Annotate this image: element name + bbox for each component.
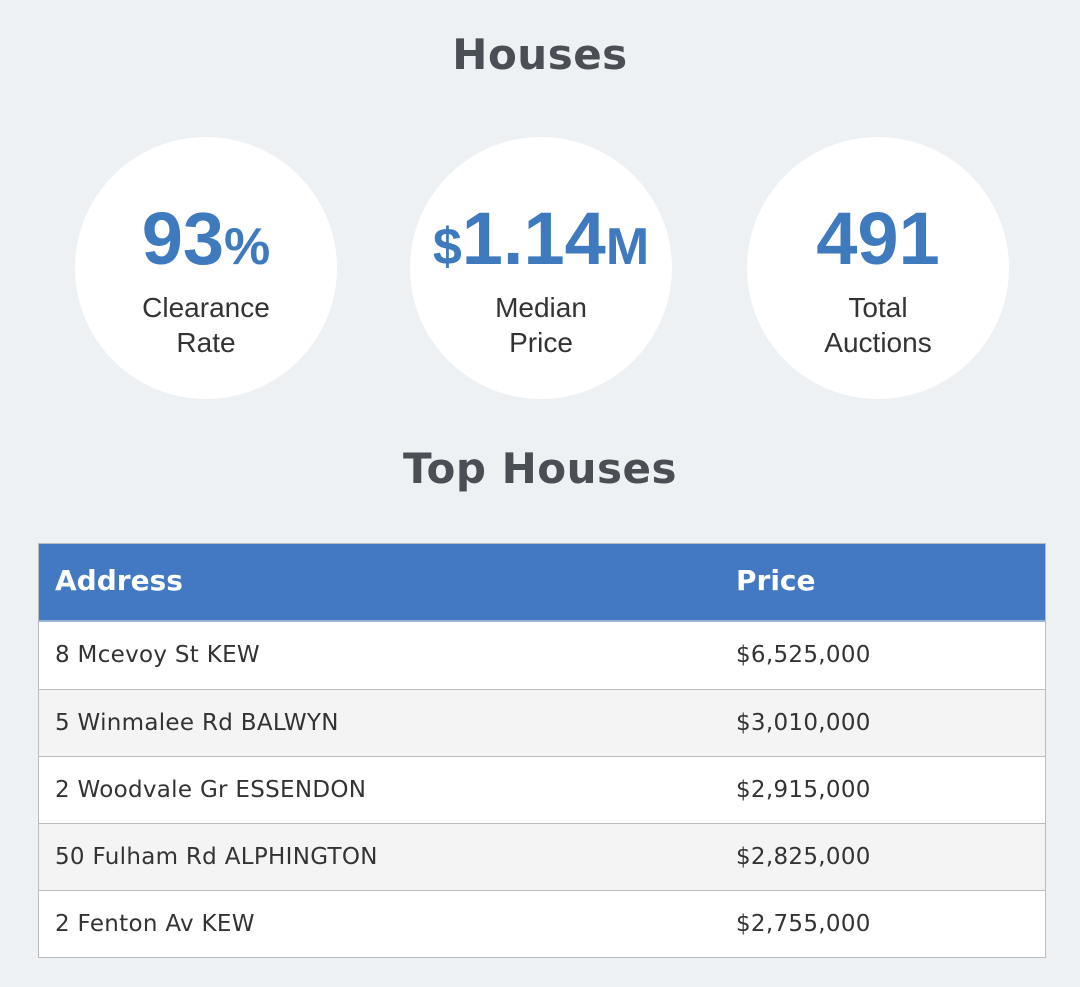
row-address: 5 Winmalee Rd BALWYN <box>55 710 339 736</box>
table-body: 8 Mcevoy St KEW $6,525,000 5 Winmalee Rd… <box>39 622 1045 957</box>
total-auctions-stat: 491 Total Auctions <box>747 137 1009 399</box>
row-address: 2 Fenton Av KEW <box>55 911 255 937</box>
row-address: 8 Mcevoy St KEW <box>55 642 260 668</box>
stat-value: $1.14M <box>410 199 672 287</box>
top-houses-title: Top Houses <box>402 444 677 493</box>
stat-value: 491 <box>747 199 1009 287</box>
stat-value-prefix: $ <box>432 218 462 276</box>
stat-value-main: 491 <box>816 197 940 280</box>
table-row: 50 Fulham Rd ALPHINGTON $2,825,000 <box>39 823 1045 890</box>
table-row: 2 Woodvale Gr ESSENDON $2,915,000 <box>39 756 1045 823</box>
table-row: 8 Mcevoy St KEW $6,525,000 <box>39 622 1045 689</box>
stats-section: 93% Clearance Rate $1.14M Median Price 4… <box>0 137 1080 399</box>
stat-label-line2: Price <box>509 327 573 358</box>
price-column-header: Price <box>736 564 816 597</box>
row-price: $6,525,000 <box>736 642 871 668</box>
stat-label-line1: Median <box>495 292 587 323</box>
row-address: 2 Woodvale Gr ESSENDON <box>55 777 367 803</box>
table-header: Address Price <box>39 544 1045 622</box>
stat-value-main: 1.14 <box>461 197 606 280</box>
stat-label-line1: Clearance <box>142 292 270 323</box>
stat-label: Clearance Rate <box>75 290 337 360</box>
table-row: 2 Fenton Av KEW $2,755,000 <box>39 890 1045 957</box>
stat-value-suffix: % <box>224 218 271 276</box>
median-price-stat: $1.14M Median Price <box>410 137 672 399</box>
stat-label: Total Auctions <box>747 290 1009 360</box>
page-title: Houses <box>452 30 628 79</box>
stat-value-suffix: M <box>605 218 650 276</box>
stat-value-main: 93 <box>141 197 225 280</box>
top-houses-table: Address Price 8 Mcevoy St KEW $6,525,000… <box>38 543 1046 958</box>
address-column-header: Address <box>55 564 183 597</box>
row-price: $3,010,000 <box>736 710 871 736</box>
stat-label-line1: Total <box>848 292 908 323</box>
table-row: 5 Winmalee Rd BALWYN $3,010,000 <box>39 689 1045 756</box>
stat-label-line2: Auctions <box>824 327 932 358</box>
stat-label: Median Price <box>410 290 672 360</box>
row-price: $2,755,000 <box>736 911 871 937</box>
stat-label-line2: Rate <box>176 327 236 358</box>
row-address: 50 Fulham Rd ALPHINGTON <box>55 844 378 870</box>
clearance-rate-stat: 93% Clearance Rate <box>75 137 337 399</box>
stat-value: 93% <box>75 199 337 287</box>
row-price: $2,825,000 <box>736 844 871 870</box>
row-price: $2,915,000 <box>736 777 871 803</box>
